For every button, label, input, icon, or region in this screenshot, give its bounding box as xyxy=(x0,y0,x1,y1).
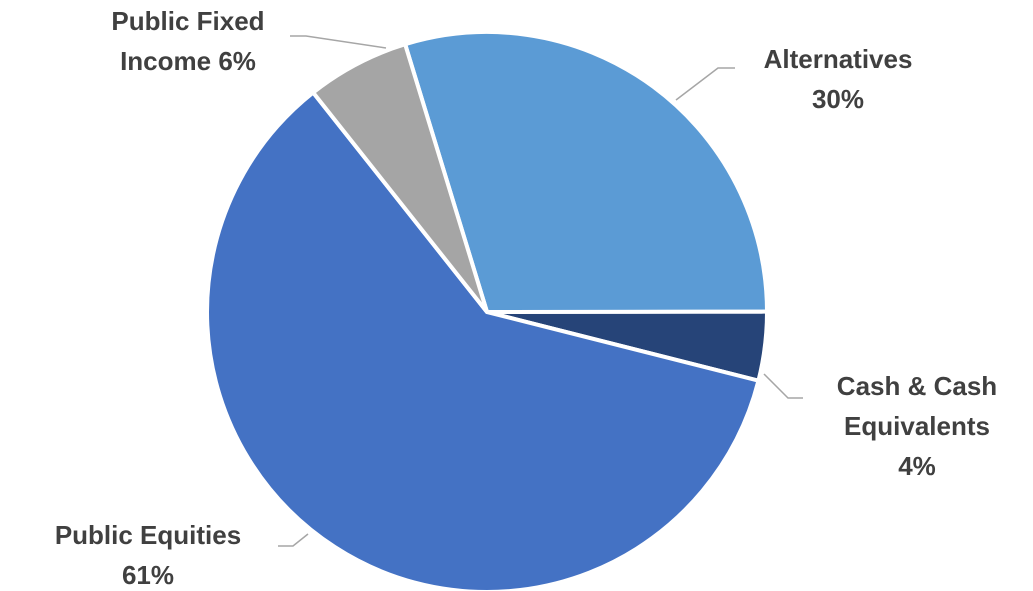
slice-public-equities xyxy=(205,90,761,591)
pie-slices xyxy=(205,29,770,591)
leader-line-public-fixed-income xyxy=(290,35,387,49)
label-line: 61% xyxy=(122,560,174,590)
label-line: Income 6% xyxy=(120,46,256,76)
label-cash-cash-equivalents: Cash & Cash Equivalents 4% xyxy=(837,371,997,481)
leader-line-cash-cash-equivalents xyxy=(763,373,803,399)
leader-line-alternatives xyxy=(675,67,735,101)
label-line: Alternatives xyxy=(764,44,913,74)
label-line: 30% xyxy=(812,84,864,114)
label-line: Cash & Cash xyxy=(837,371,997,401)
label-public-equities: Public Equities 61% xyxy=(55,520,241,590)
label-line: Public Equities xyxy=(55,520,241,550)
label-line: 4% xyxy=(898,451,936,481)
label-line: Public Fixed xyxy=(111,6,264,36)
label-public-fixed-income: Public Fixed Income 6% xyxy=(111,6,264,76)
label-alternatives: Alternatives 30% xyxy=(764,44,913,114)
slice-alternatives xyxy=(403,29,769,314)
slice-labels: Alternatives 30% Cash & Cash Equivalents 4% P… xyxy=(55,6,997,590)
leader-line-public-equities xyxy=(278,533,309,547)
label-line: Equivalents xyxy=(844,411,990,441)
leader-lines xyxy=(278,35,803,547)
slice-public-fixed-income xyxy=(311,42,489,314)
